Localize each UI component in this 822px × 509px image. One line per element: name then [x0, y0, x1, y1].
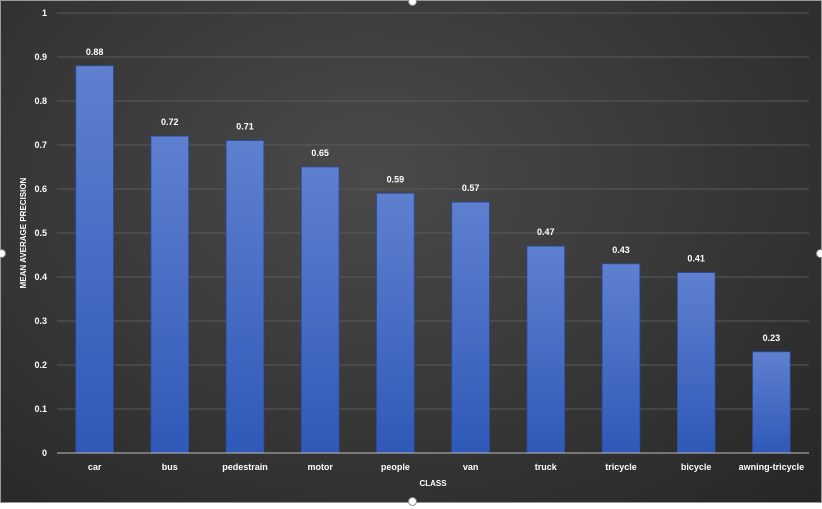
data-label: 0.72 — [161, 117, 179, 127]
y-tick-label: 0.8 — [34, 96, 47, 106]
bar-bicycle — [677, 272, 716, 454]
y-axis-title: MEAN AVERAGE PRECISION — [19, 177, 28, 288]
bar-bus — [150, 135, 189, 454]
x-tick-label: bicycle — [681, 462, 712, 472]
x-axis-ticks: car bus pedestrain motor people van truck tricy… — [88, 462, 804, 472]
y-tick-label: 0.7 — [34, 140, 47, 150]
x-tick-label: awning-tricycle — [739, 462, 805, 472]
y-tick-label: 0.6 — [34, 184, 47, 194]
bar-car — [75, 65, 114, 454]
y-tick-label: 0.1 — [34, 404, 47, 414]
bar-tricycle — [601, 263, 641, 454]
bars — [75, 65, 791, 454]
x-tick-label: car — [88, 462, 102, 472]
bar-awning-tricycle — [752, 351, 791, 454]
data-label: 0.59 — [387, 174, 405, 184]
y-tick-label: 1 — [42, 8, 47, 18]
y-tick-label: 0.4 — [34, 272, 47, 282]
y-tick-label: 0.9 — [34, 52, 47, 62]
data-label: 0.43 — [612, 245, 630, 255]
resize-handle-bottom[interactable] — [408, 497, 417, 506]
y-tick-label: 0.3 — [34, 316, 47, 326]
resize-handle-top[interactable] — [408, 0, 417, 6]
data-label: 0.71 — [236, 122, 254, 132]
data-labels: 0.88 0.72 0.71 0.65 0.59 0.57 0.47 0.43 0.41 0.23 — [86, 47, 780, 343]
resize-handle-right[interactable] — [816, 249, 822, 258]
x-tick-label: pedestrain — [222, 462, 268, 472]
x-tick-label: truck — [535, 462, 558, 472]
y-tick-label: 0 — [42, 448, 47, 458]
y-tick-label: 0.2 — [34, 360, 47, 370]
x-tick-label: van — [463, 462, 479, 472]
bar-van — [451, 201, 490, 454]
x-tick-label: bus — [162, 462, 178, 472]
data-label: 0.57 — [462, 183, 480, 193]
x-tick-label: people — [381, 462, 410, 472]
data-label: 0.41 — [687, 254, 705, 264]
x-tick-label: tricycle — [605, 462, 637, 472]
bar-people — [376, 192, 415, 454]
y-tick-label: 0.5 — [34, 228, 47, 238]
data-label: 0.65 — [311, 148, 329, 158]
y-axis-ticks: 0 0.1 0.2 0.3 0.4 0.5 0.6 0.7 0.8 0.9 1 — [34, 8, 47, 458]
data-label: 0.47 — [537, 227, 555, 237]
resize-handle-left[interactable] — [0, 249, 6, 258]
x-tick-label: motor — [307, 462, 333, 472]
x-axis-title: CLASS — [419, 479, 447, 488]
data-label: 0.23 — [763, 333, 781, 343]
bar-motor — [300, 166, 340, 454]
bar-truck — [526, 245, 565, 454]
data-label: 0.88 — [86, 47, 104, 57]
bar-pedestrain — [225, 140, 265, 454]
